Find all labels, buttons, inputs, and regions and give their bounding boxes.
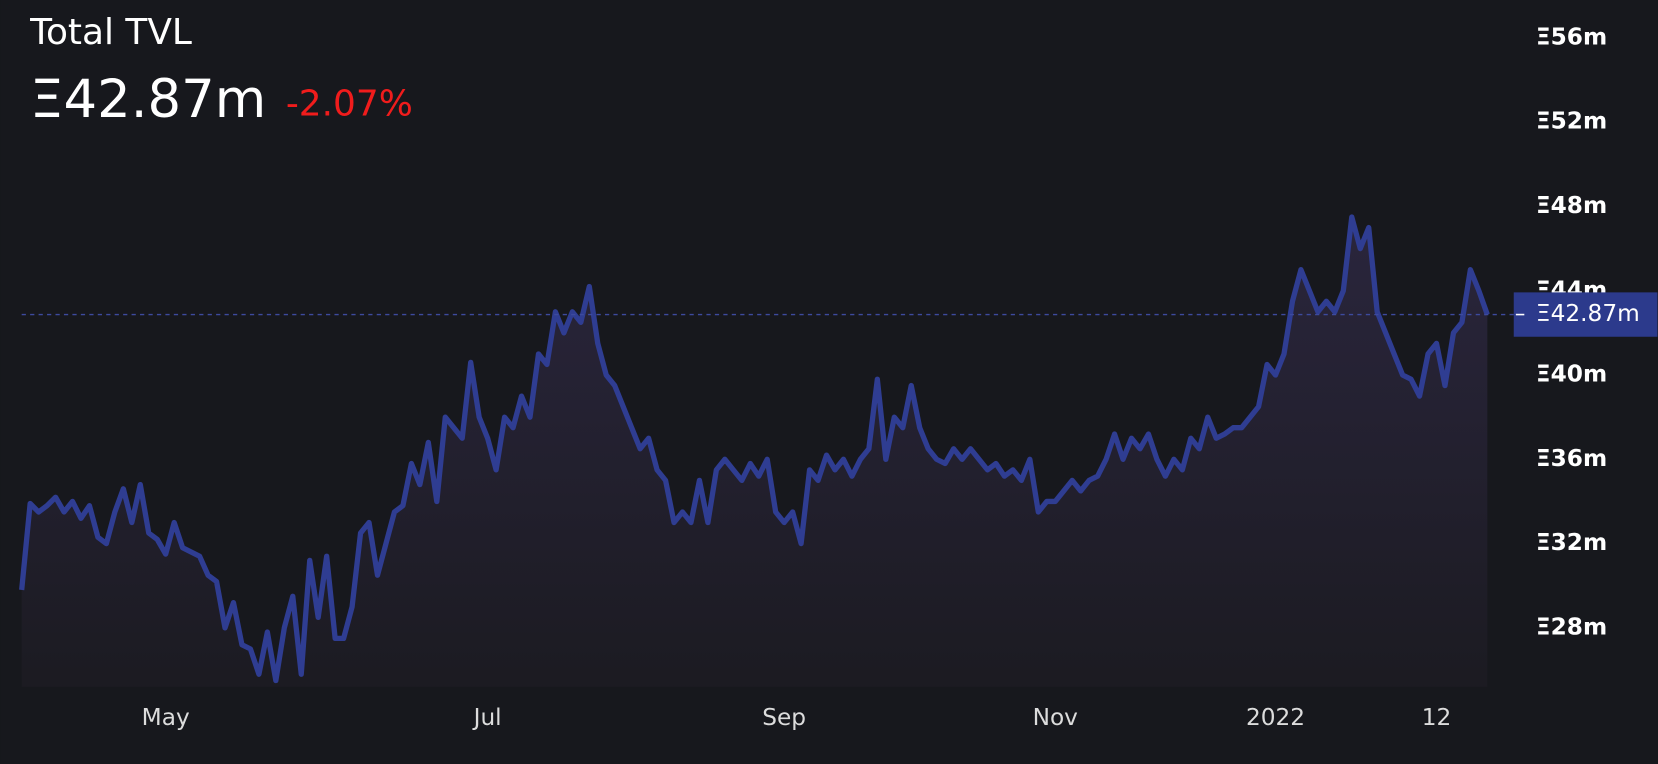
- change-percent: -2.07%: [286, 84, 413, 125]
- current-value: Ξ42.87m: [30, 69, 266, 130]
- x-tick-label: 12: [1422, 704, 1452, 731]
- area: [21, 217, 1488, 687]
- chart-title: Total TVL: [29, 12, 192, 53]
- y-tick-label: Ξ56m: [1536, 23, 1607, 50]
- y-tick-label: Ξ32m: [1536, 529, 1607, 556]
- y-tick-label: Ξ48m: [1536, 192, 1607, 219]
- last-value-tag: [1513, 292, 1658, 337]
- x-tick-label: Jul: [472, 704, 502, 731]
- last-value-label: Ξ42.87m: [1536, 300, 1640, 327]
- x-tick-label: May: [142, 704, 190, 731]
- plot-area: [19, 214, 1490, 687]
- y-tick-label: Ξ36m: [1536, 445, 1607, 472]
- line: [19, 214, 1490, 684]
- x-tick-label: Sep: [762, 704, 806, 731]
- y-tick-label: Ξ52m: [1536, 108, 1607, 135]
- y-tick-label: Ξ40m: [1536, 361, 1607, 388]
- y-tick-label: Ξ28m: [1536, 613, 1607, 640]
- x-tick-label: 2022: [1246, 704, 1305, 731]
- x-tick-label: Nov: [1033, 704, 1079, 731]
